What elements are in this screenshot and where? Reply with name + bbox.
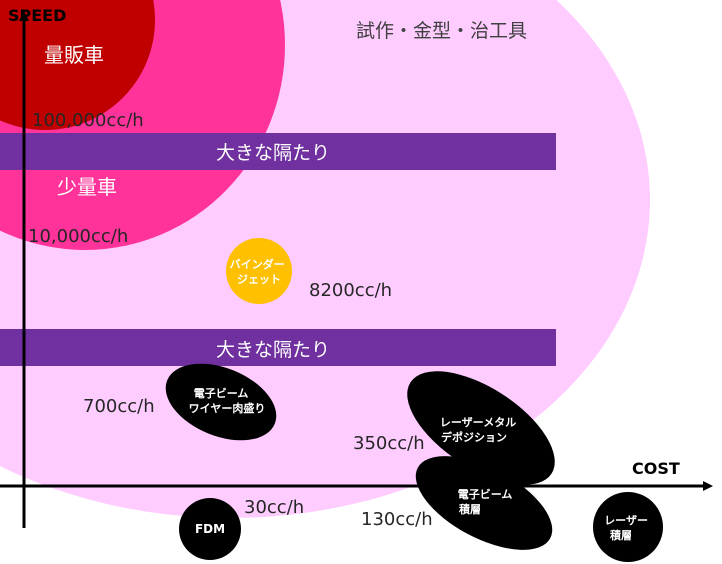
rate-700: 700cc/h [83, 396, 155, 417]
prototype-label: 試作・金型・治工具 [356, 20, 527, 42]
gap-band-lower [0, 329, 556, 366]
rate-130: 130cc/h [361, 509, 433, 530]
y-axis-label: SPEED [8, 6, 66, 25]
ebeam-wire-blob [165, 363, 277, 441]
rate-10000: 10,000cc/h [28, 226, 128, 247]
gap-label-upper: 大きな隔たり [216, 142, 330, 164]
rate-30: 30cc/h [244, 497, 304, 518]
fdm-blob [179, 498, 241, 560]
laser-metal-deposition-blob [407, 371, 555, 485]
ebeam-wire-label: 電子ビーム ワイヤー肉盛り [189, 386, 266, 415]
gap-label-lower: 大きな隔たり [216, 339, 330, 361]
small-volume-label: 少量車 [57, 175, 117, 199]
rate-8200: 8200cc/h [309, 280, 392, 301]
ebeam-layer-label: 電子ビーム 積層 [458, 487, 517, 516]
binder-jet-blob [226, 238, 292, 304]
binder-jet-label: バインダー ジェット [230, 257, 289, 286]
gap-band-upper [0, 133, 556, 170]
fdm-label: FDM [195, 522, 225, 536]
mass-production-label: 量販車 [44, 43, 104, 67]
laser-metal-deposition-label: レーザーメタル デポジション [440, 416, 520, 444]
x-axis-label: COST [632, 459, 680, 478]
laser-layer-label: レーザー 積層 [604, 514, 652, 542]
mass-production-region [0, 0, 155, 130]
ebeam-layer-blob [415, 456, 553, 550]
rate-100000: 100,000cc/h [32, 110, 144, 131]
rate-350: 350cc/h [353, 433, 425, 454]
laser-layer-blob [593, 492, 663, 562]
